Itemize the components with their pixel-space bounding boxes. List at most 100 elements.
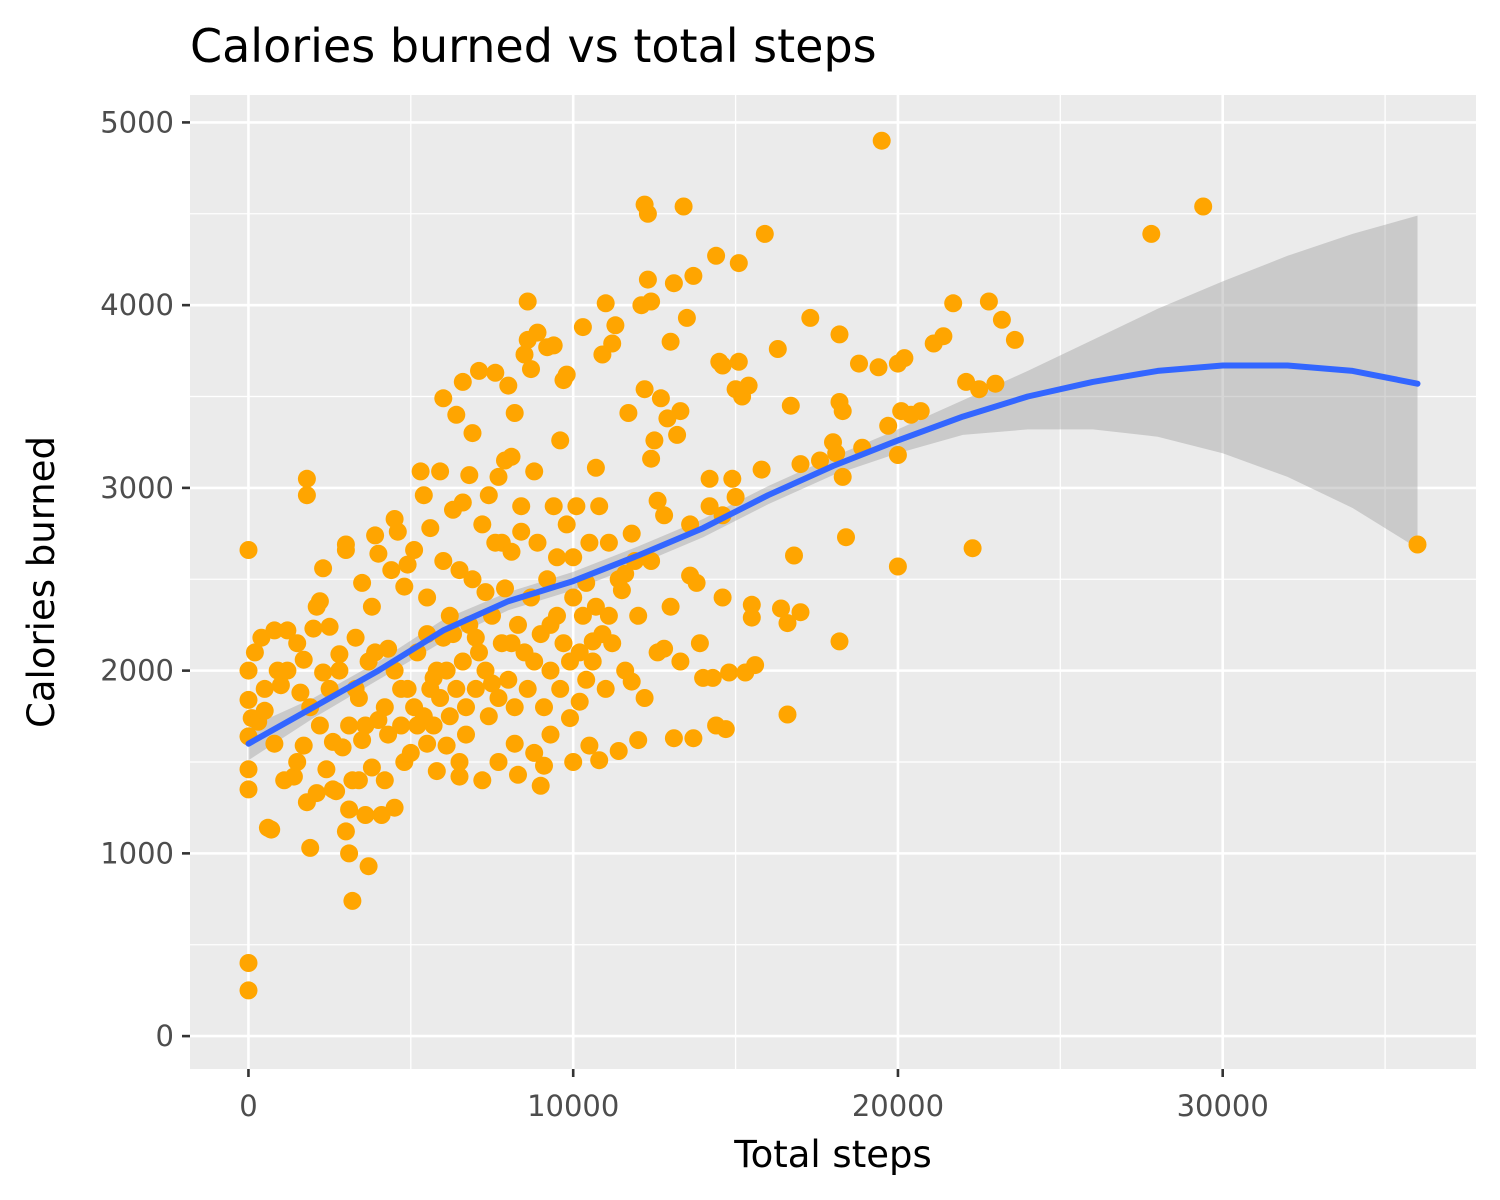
data-point [872,131,891,150]
data-point [479,707,498,726]
data-point [294,736,313,755]
data-point [453,372,472,391]
data-point [677,308,696,327]
data-point [752,460,771,479]
data-point [431,689,450,707]
data-point [755,224,774,243]
data-point [336,535,355,554]
data-point [499,670,518,689]
data-point [421,519,440,538]
x-tick-label: 10000 [527,1089,619,1123]
data-point [489,467,508,486]
y-tick-label: 1000 [100,836,174,870]
data-point [661,332,680,351]
data-point [314,559,333,578]
data-point [586,458,605,477]
data-point [778,705,797,724]
data-point [395,753,414,771]
data-point [525,743,544,762]
data-point [606,316,625,335]
data-point [668,425,687,444]
data-point [375,771,394,790]
data-point [596,294,615,313]
data-point [457,725,475,744]
data-point [684,729,703,748]
data-point [245,643,264,662]
data-point [489,689,508,707]
data-point [518,679,537,698]
data-point [239,954,258,972]
data-point [301,838,320,857]
data-point [528,533,547,552]
data-point [648,491,667,510]
data-point [330,645,349,664]
data-point [528,323,547,342]
data-point [729,352,748,371]
data-point [310,592,329,611]
data-point [895,349,914,368]
data-point [434,552,453,570]
data-point [486,363,505,382]
data-point [638,270,657,289]
data-point [583,652,602,671]
data-point [548,548,566,567]
data-point [742,595,761,614]
data-point [479,486,498,505]
data-point [353,731,372,750]
data-point [830,632,849,651]
data-point [979,292,998,311]
data-point [362,597,381,616]
data-point [833,402,852,421]
data-point [992,310,1011,329]
data-point [314,663,333,682]
data-point [986,374,1005,393]
data-point [460,466,479,485]
data-point [1005,330,1024,349]
data-point [525,652,544,671]
data-point [726,488,745,506]
data-point [398,679,417,698]
data-point [450,561,469,580]
data-point [369,544,388,563]
data-point [664,729,683,748]
data-point [629,606,648,625]
x-axis-title: Total steps [733,1133,931,1176]
data-point [239,661,258,680]
data-point [684,266,703,285]
data-point [255,701,274,720]
data-point [642,449,661,468]
data-point [307,784,326,803]
data-point [531,625,550,644]
data-point [690,634,709,653]
data-point [375,698,394,717]
data-point [548,606,566,625]
data-point [707,246,726,265]
data-point [590,751,609,770]
data-point [642,552,661,570]
data-point [333,738,352,757]
data-point [340,716,359,735]
x-tick-label: 30000 [1177,1089,1269,1123]
data-point [492,634,511,653]
data-point [603,634,622,653]
data-point [664,274,683,293]
data-point [713,588,732,607]
smooth-trend-line [245,362,1421,747]
data-point [655,506,674,525]
data-point [635,380,654,399]
data-point [502,447,521,466]
data-point [596,679,615,698]
data-point [473,771,492,790]
data-point [729,254,748,273]
data-point [320,617,339,636]
data-point [457,698,475,717]
data-point [424,716,443,735]
data-point [359,857,378,876]
data-point [518,292,537,311]
data-point [340,844,359,863]
data-point [356,716,375,735]
data-point [869,358,888,377]
data-point [265,734,284,753]
y-tick-label: 4000 [100,288,174,322]
data-point [785,546,803,565]
